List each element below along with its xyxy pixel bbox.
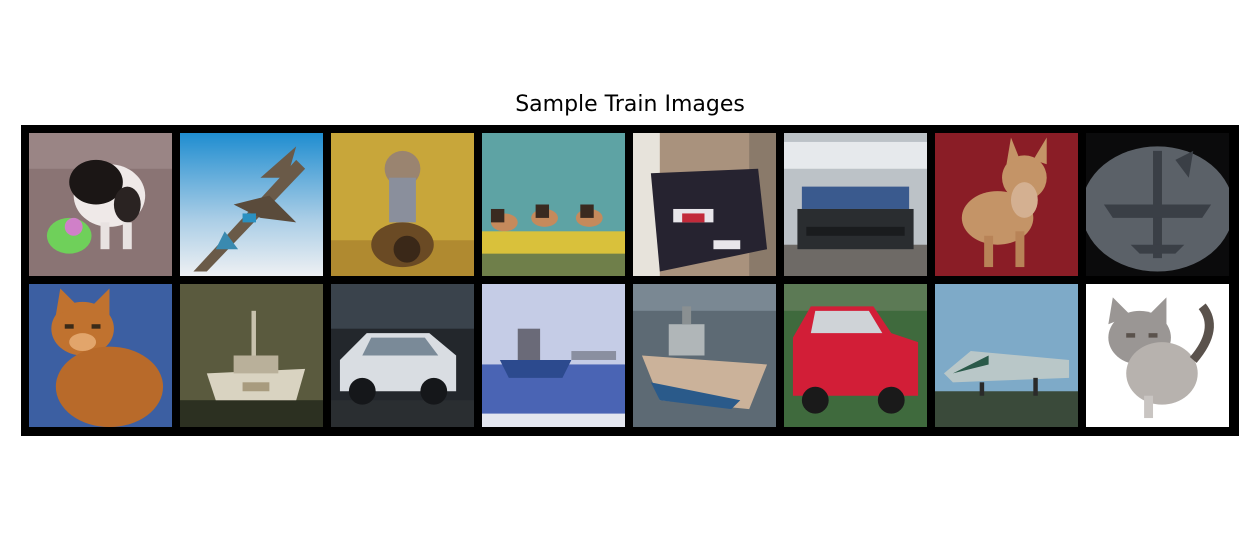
image-tile-airplane xyxy=(180,133,323,276)
image-tile-car xyxy=(633,133,776,276)
image-tile-bird xyxy=(331,133,474,276)
image-tile-car xyxy=(784,284,927,427)
image-tile-boat xyxy=(482,133,625,276)
image-grid xyxy=(21,125,1239,436)
image-tile-airplane xyxy=(935,284,1078,427)
image-tile-car xyxy=(784,133,927,276)
image-tile-airplane xyxy=(1086,133,1229,276)
image-tile-cat xyxy=(1086,284,1229,427)
image-tile-dog xyxy=(935,133,1078,276)
figure-title: Sample Train Images xyxy=(515,92,745,117)
image-tile-cat xyxy=(29,284,172,427)
image-tile-boat xyxy=(482,284,625,427)
image-tile-boat xyxy=(633,284,776,427)
image-tile-dog xyxy=(29,133,172,276)
image-tile-boat xyxy=(180,284,323,427)
image-tile-car xyxy=(331,284,474,427)
